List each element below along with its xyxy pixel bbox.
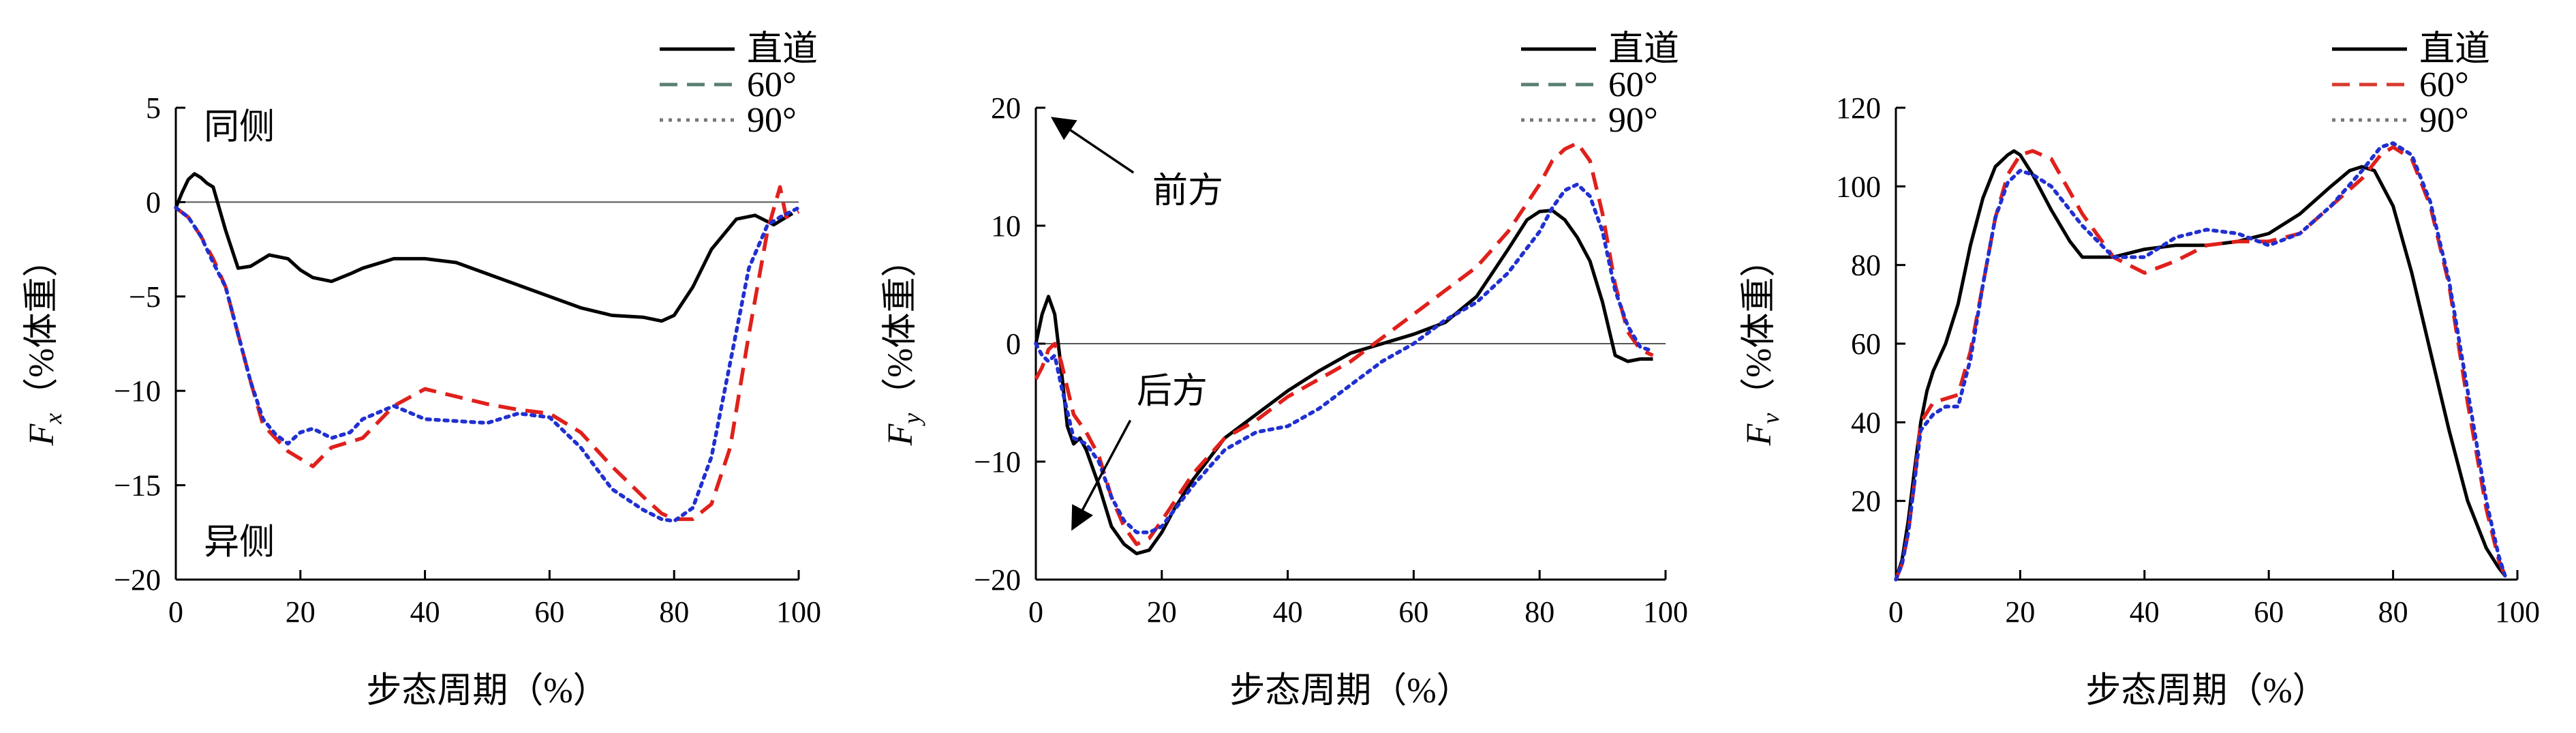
annotation-arrow (1071, 419, 1132, 531)
y-axis-label-unit: （%体重） (881, 241, 920, 413)
y-axis-label-subscript: y (898, 413, 925, 426)
legend-label: 直道 (1608, 30, 1679, 69)
x-tick-label: 0 (1028, 595, 1043, 629)
y-tick-label: 60 (1851, 327, 1881, 361)
x-tick-label: 60 (2254, 595, 2284, 629)
y-tick-label: 0 (1006, 327, 1021, 361)
legend-label: 直道 (747, 30, 818, 69)
x-tick-label: 20 (1147, 595, 1177, 629)
x-tick-label: 0 (1888, 595, 1903, 629)
legend-label: 90° (1608, 101, 1658, 140)
legend-label: 60° (2419, 65, 2469, 104)
legend-label: 90° (747, 101, 797, 140)
annotation-label: 后方 (1137, 372, 1208, 411)
x-tick-label: 100 (2495, 595, 2540, 629)
y-axis-label-symbol: F (22, 423, 61, 447)
y-tick-label: 40 (1851, 406, 1881, 439)
x-tick-label: 20 (2005, 595, 2035, 629)
annotation-arrow (1050, 117, 1135, 174)
x-tick-label: 100 (1643, 595, 1688, 629)
x-tick-label: 40 (2130, 595, 2160, 629)
y-tick-label: 10 (991, 209, 1021, 243)
x-axis-label: 步态周期（%） (366, 672, 608, 710)
y-tick-label: −15 (114, 469, 161, 503)
y-axis-label: Fx（%体重） (22, 241, 67, 446)
legend-label: 60° (1608, 65, 1658, 104)
y-tick-label: −20 (114, 563, 161, 597)
x-axis-label: 步态周期（%） (2085, 672, 2327, 710)
y-tick-label: 20 (991, 91, 1021, 125)
x-axis-label: 步态周期（%） (1229, 672, 1471, 710)
x-tick-label: 60 (1398, 595, 1428, 629)
annotation-label: 异侧 (204, 524, 275, 563)
series-line-solid (1034, 209, 1653, 556)
x-tick-label: 80 (659, 595, 689, 629)
legend-label: 60° (747, 65, 797, 104)
y-tick-label: −10 (114, 374, 161, 408)
chart-panel-fv: 0 20 40 60 80 100 20 40 60 80 100 120 步态周期（%） Fv（%体重）… (1740, 30, 2540, 710)
series-line-dash (1894, 145, 2507, 581)
y-axis-label-unit: （%体重） (1740, 241, 1779, 413)
series-line-dash (174, 185, 800, 522)
x-tick-label: 40 (410, 595, 440, 629)
chart-panel-fy: 0 20 40 60 80 100 −20 −10 0 10 20 步态周期（%） Fy（%体重） 前方后… (881, 30, 1688, 710)
x-tick-label: 20 (286, 595, 316, 629)
y-axis-label-subscript: v (1757, 413, 1784, 424)
x-tick-label: 60 (534, 595, 564, 629)
y-axis-label-symbol: F (881, 423, 920, 447)
series-line-dot (174, 205, 801, 523)
annotation-label: 前方 (1152, 172, 1223, 211)
y-axis-label-subscript: x (40, 413, 67, 425)
x-tick-label: 40 (1273, 595, 1303, 629)
chart-panel-fx: 0 20 40 60 80 100 −20 −15 −10 −5 0 5 步态周期（%） Fx（%体重） 同… (22, 30, 821, 710)
series-line-dash (1034, 141, 1654, 546)
annotation-label: 同侧 (204, 108, 275, 147)
y-tick-label: 80 (1851, 249, 1881, 282)
y-axis-label-unit: （%体重） (22, 241, 61, 413)
y-tick-label: −10 (974, 445, 1021, 479)
x-tick-label: 80 (2378, 595, 2408, 629)
series-line-solid (1894, 149, 2506, 580)
legend-label: 90° (2419, 101, 2469, 140)
y-axis-label-symbol: F (1740, 423, 1779, 447)
series-line-solid (174, 172, 794, 323)
y-tick-label: 100 (1836, 170, 1881, 203)
y-axis-label: Fy（%体重） (881, 241, 925, 446)
series-line-dot (1034, 182, 1655, 535)
y-axis-label: Fv（%体重） (1740, 241, 1784, 446)
y-tick-label: 20 (1851, 485, 1881, 518)
x-tick-label: 80 (1524, 595, 1554, 629)
y-tick-label: 0 (146, 185, 161, 219)
y-tick-label: 120 (1836, 91, 1881, 125)
series-line-dot (1894, 141, 2507, 582)
x-tick-label: 0 (168, 595, 183, 629)
y-tick-label: −20 (974, 563, 1021, 597)
x-tick-label: 100 (776, 595, 821, 629)
legend-label: 直道 (2419, 30, 2490, 69)
y-tick-label: −5 (129, 280, 161, 314)
y-tick-label: 5 (146, 91, 161, 125)
